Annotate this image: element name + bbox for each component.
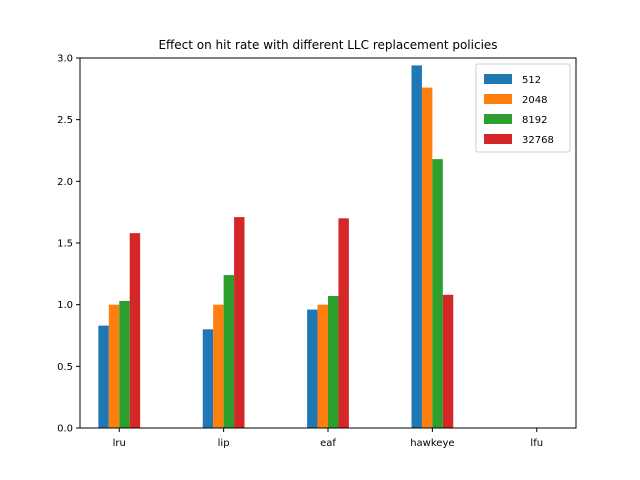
x-tick-label: lip — [218, 438, 230, 449]
x-tick-label: hawkeye — [410, 438, 454, 449]
y-tick-label: 2.5 — [57, 115, 73, 126]
bar-eaf-2048 — [317, 304, 328, 428]
plot-frame — [79, 57, 577, 429]
x-tick-label: lru — [113, 438, 126, 449]
bar-lip-2048 — [213, 304, 224, 428]
bar-eaf-8192 — [328, 296, 339, 428]
legend-label: 2048 — [522, 95, 547, 106]
y-tick-label: 1.0 — [57, 300, 73, 311]
y-tick-label: 2.0 — [57, 177, 73, 188]
bar-lip-8192 — [223, 275, 235, 428]
y-tick-label: 1.5 — [57, 239, 73, 250]
legend-swatch — [484, 114, 512, 124]
y-tick-label: 0.0 — [57, 424, 73, 435]
legend-label: 8192 — [522, 115, 547, 126]
x-tick-label: eaf — [320, 438, 336, 449]
y-tick-label: 0.5 — [57, 362, 73, 373]
legend-swatch — [484, 94, 512, 104]
x-tick-label: lfu — [530, 438, 543, 449]
y-axis: 0.0 0.5 1.0 1.5 2.0 2.5 3.0 — [57, 54, 80, 435]
legend-label: 32768 — [522, 135, 554, 146]
bars-group — [98, 65, 454, 429]
bar-lru-8192 — [119, 300, 130, 428]
legend-swatch — [484, 134, 512, 144]
bar-eaf-512 — [307, 309, 318, 428]
legend-swatch — [484, 74, 512, 84]
bar-lru-2048 — [108, 304, 120, 428]
bar-lip-32768 — [234, 217, 245, 428]
bar-lru-32768 — [129, 233, 141, 428]
bar-lip-512 — [202, 329, 214, 428]
bar-hawkeye-2048 — [421, 87, 433, 428]
legend-label: 512 — [522, 75, 541, 86]
y-tick-label: 3.0 — [57, 54, 73, 65]
x-axis: lru lip eaf hawkeye lfu — [113, 428, 543, 449]
bar-lru-512 — [98, 325, 109, 428]
bar-hawkeye-512 — [411, 65, 422, 429]
bar-eaf-32768 — [338, 218, 349, 428]
legend-frame — [475, 63, 571, 153]
legend: 512 2048 8192 32768 — [475, 63, 571, 153]
bar-hawkeye-32768 — [442, 294, 454, 428]
bar-hawkeye-8192 — [432, 159, 443, 428]
chart-title: Effect on hit rate with different LLC re… — [158, 38, 497, 52]
